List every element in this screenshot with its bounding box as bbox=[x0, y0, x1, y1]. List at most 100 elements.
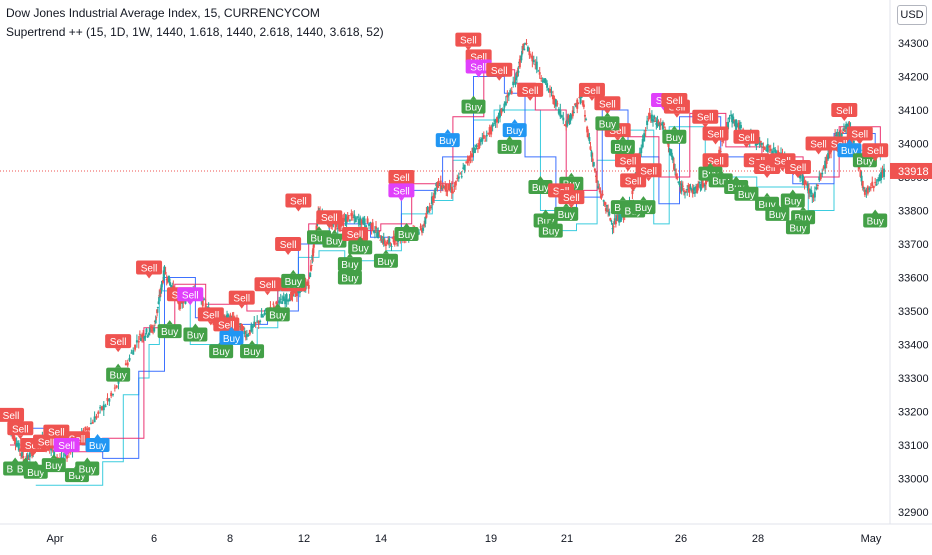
candle-body bbox=[12, 433, 15, 440]
candle-body bbox=[338, 222, 341, 227]
candle-body bbox=[592, 162, 595, 167]
candle-body bbox=[18, 449, 21, 452]
candle-body bbox=[550, 91, 553, 93]
signal-pointer bbox=[671, 125, 678, 130]
signal-sell-label: Sell bbox=[12, 424, 29, 435]
y-tick-label: 34300 bbox=[898, 38, 929, 50]
candle-body bbox=[824, 160, 827, 169]
signal-sell-label: Sell bbox=[625, 176, 642, 187]
y-tick-label: 33200 bbox=[898, 407, 929, 419]
candle-body bbox=[102, 404, 105, 411]
candle-body bbox=[525, 43, 528, 45]
candle-body bbox=[845, 124, 848, 129]
candle-body bbox=[381, 238, 384, 243]
signal-pointer bbox=[290, 269, 297, 274]
signal-pointer bbox=[331, 229, 338, 234]
candle-body bbox=[840, 133, 843, 137]
candle-body bbox=[146, 335, 149, 337]
signal-pointer bbox=[84, 457, 91, 462]
candle-body bbox=[834, 134, 837, 136]
candle-body bbox=[688, 184, 691, 193]
signal-pointer bbox=[12, 457, 19, 462]
candle-body bbox=[588, 137, 591, 141]
candle-body bbox=[138, 333, 141, 335]
candle-body bbox=[838, 131, 841, 139]
candle-body bbox=[357, 219, 360, 225]
candle-body bbox=[448, 184, 451, 190]
candle-body bbox=[844, 130, 847, 132]
candle-body bbox=[698, 182, 701, 184]
candle-body bbox=[534, 64, 537, 66]
candle-body bbox=[311, 255, 314, 261]
candle-body bbox=[145, 328, 148, 333]
signal-sell-label: Sell bbox=[609, 126, 626, 137]
currency-button[interactable]: USD bbox=[897, 5, 927, 25]
signal-buy-box bbox=[554, 206, 579, 221]
candle-body bbox=[156, 309, 159, 314]
candle-body bbox=[390, 246, 393, 248]
signal-sell-box bbox=[635, 163, 662, 178]
candle-body bbox=[453, 185, 456, 187]
candle-body bbox=[497, 115, 500, 119]
signal-sell-label: Sell bbox=[522, 86, 539, 97]
signal-pointer bbox=[32, 460, 39, 465]
signal-sell-box bbox=[388, 170, 415, 184]
candle-body bbox=[512, 81, 515, 86]
candle-body bbox=[100, 406, 103, 410]
candle-body bbox=[593, 168, 596, 171]
candle-body bbox=[848, 123, 851, 126]
candle-body bbox=[471, 153, 474, 157]
candle-body bbox=[346, 216, 349, 222]
signal-pointer bbox=[115, 348, 122, 353]
candle-body bbox=[799, 173, 802, 179]
signal-pointer bbox=[465, 46, 472, 51]
signal-buy-label: Buy bbox=[712, 176, 729, 187]
candle-body bbox=[466, 159, 469, 164]
candle-body bbox=[307, 284, 310, 289]
candle-body bbox=[587, 133, 590, 138]
signal-sell_magenta-box bbox=[388, 183, 415, 198]
signal-sell-label: Sell bbox=[491, 66, 508, 77]
candle-body bbox=[500, 108, 503, 114]
indicator-legend: Supertrend ++ (15, 1D, 1W, 1440, 1.618, … bbox=[6, 25, 384, 39]
candle-body bbox=[290, 292, 293, 300]
candle-body bbox=[438, 185, 441, 187]
candle-body bbox=[675, 173, 678, 177]
signal-buy-box bbox=[780, 193, 805, 208]
candle-body bbox=[469, 155, 472, 158]
signal-pointer bbox=[846, 139, 853, 144]
candle-body bbox=[598, 188, 601, 190]
signal-pointer bbox=[872, 209, 879, 214]
candle-body bbox=[248, 329, 251, 335]
signal-buy-box bbox=[863, 213, 888, 228]
candle-body bbox=[576, 99, 579, 109]
candle-body bbox=[615, 215, 618, 221]
candle-body bbox=[852, 140, 855, 143]
signal-pointer bbox=[50, 454, 57, 459]
signal-pointer bbox=[357, 236, 364, 241]
candle-body bbox=[20, 453, 23, 455]
candle-body bbox=[596, 180, 599, 183]
candle-body bbox=[594, 175, 597, 178]
candle-body bbox=[766, 143, 769, 152]
candle-body bbox=[620, 216, 623, 220]
candle-body bbox=[813, 191, 816, 198]
candle-body bbox=[418, 232, 421, 234]
candle-body bbox=[348, 219, 351, 221]
candle-body bbox=[256, 320, 259, 322]
signal-sell-label: Sell bbox=[666, 96, 683, 107]
signal-buy-box bbox=[538, 223, 563, 238]
signal-sell-box bbox=[661, 92, 688, 107]
candle-body bbox=[227, 314, 230, 317]
candle-body bbox=[735, 120, 738, 127]
candle-body bbox=[354, 217, 357, 223]
candle-body bbox=[597, 186, 600, 189]
signal-sell-box bbox=[846, 126, 873, 141]
candle-body bbox=[613, 218, 616, 225]
candle-body bbox=[153, 327, 156, 332]
signal-pointer bbox=[264, 291, 271, 296]
candle-body bbox=[509, 90, 512, 93]
signal-buy-box bbox=[734, 186, 759, 201]
